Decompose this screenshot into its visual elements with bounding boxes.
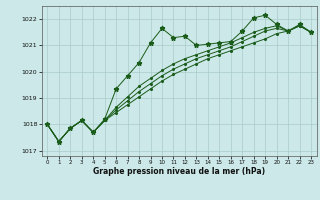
- X-axis label: Graphe pression niveau de la mer (hPa): Graphe pression niveau de la mer (hPa): [93, 167, 265, 176]
